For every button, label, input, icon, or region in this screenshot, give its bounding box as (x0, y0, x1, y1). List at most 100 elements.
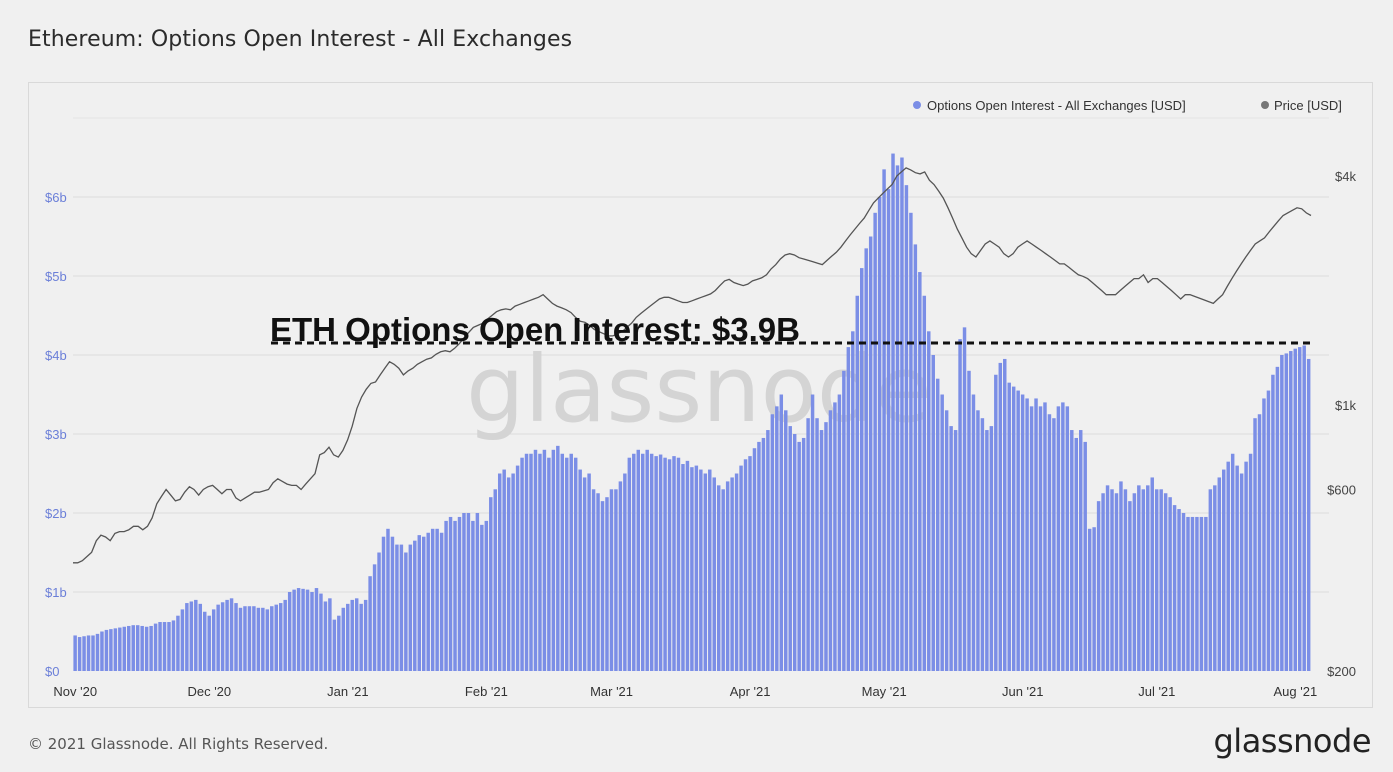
bar (185, 603, 189, 671)
bar (453, 520, 457, 671)
bar (1244, 461, 1248, 671)
bar (430, 528, 435, 671)
bar (600, 501, 605, 671)
bar (471, 520, 475, 671)
bar (730, 477, 734, 671)
bar (663, 457, 667, 671)
bar (153, 623, 158, 671)
price-line (73, 167, 1312, 564)
bar (1163, 493, 1168, 671)
bar (895, 165, 900, 671)
bar (1199, 516, 1204, 671)
bar (694, 465, 699, 671)
x-axis-tick: May '21 (862, 684, 907, 699)
bar (77, 637, 82, 671)
bar (220, 602, 225, 671)
bar (265, 609, 270, 671)
legend-dot-price (1261, 101, 1269, 109)
bar (484, 520, 489, 671)
bar (176, 615, 180, 671)
bar (390, 536, 395, 671)
bar (189, 601, 194, 671)
bar (913, 244, 918, 671)
bar (1208, 489, 1213, 671)
bar (439, 532, 444, 671)
chart-panel: glassnode ETH Options Open Interest: $3.9… (28, 82, 1373, 708)
bar (775, 406, 779, 671)
bar (627, 457, 632, 671)
bar (127, 625, 131, 671)
bar (95, 633, 100, 671)
bar (770, 414, 775, 671)
bar (1065, 406, 1070, 671)
x-axis-tick: Dec '20 (187, 684, 231, 699)
bar (337, 615, 341, 671)
bar (359, 603, 363, 671)
bar (314, 588, 319, 671)
bar (350, 599, 354, 671)
bar (1074, 437, 1078, 671)
bar (1230, 453, 1235, 671)
bar (900, 157, 904, 671)
y-axis-left-tick: $0 (45, 664, 59, 679)
bar (748, 456, 752, 671)
bar (466, 513, 471, 671)
bar (788, 426, 792, 671)
bar (658, 454, 663, 671)
bar (444, 520, 448, 671)
bar (211, 609, 216, 671)
bar (1217, 477, 1222, 671)
bar (1293, 348, 1297, 671)
bar (1047, 414, 1052, 671)
bar (927, 331, 931, 671)
bar (278, 603, 283, 671)
bar (721, 489, 725, 671)
bar (475, 513, 480, 671)
bar (1271, 374, 1275, 671)
bar (931, 355, 935, 671)
bar (73, 635, 77, 671)
page-title: Ethereum: Options Open Interest - All Ex… (28, 27, 573, 52)
bar (1222, 469, 1226, 671)
bar (435, 528, 439, 671)
bar (645, 449, 649, 671)
bar (497, 473, 502, 671)
bar (1132, 493, 1137, 671)
y-axis-right-tick: $1k (1335, 398, 1356, 413)
bar (489, 497, 493, 671)
bar (270, 606, 274, 671)
bar (381, 536, 386, 671)
bar (623, 473, 627, 671)
bar (194, 599, 198, 671)
bar (109, 629, 113, 671)
x-axis-tick: Jan '21 (327, 684, 369, 699)
bar (207, 615, 211, 671)
bar (113, 628, 118, 671)
bar (944, 410, 949, 671)
bar (739, 465, 743, 671)
bar (565, 457, 569, 671)
bar (149, 625, 153, 671)
bar (198, 603, 203, 671)
y-axis-left-tick: $3b (45, 427, 67, 442)
bar (533, 449, 538, 671)
bar (1114, 493, 1119, 671)
bar (100, 631, 104, 671)
bar (596, 493, 600, 671)
x-axis-tick: Nov '20 (53, 684, 97, 699)
bar (1034, 398, 1038, 671)
bar (135, 625, 140, 671)
annotation-label: ETH Options Open Interest: $3.9B (270, 311, 800, 348)
bar (636, 449, 641, 671)
bar (792, 434, 797, 671)
bar (681, 464, 685, 671)
bar (1253, 418, 1257, 671)
bar (386, 528, 390, 671)
bar (1213, 485, 1217, 671)
glassnode-logo[interactable]: glassnode (1213, 722, 1371, 760)
bar (641, 453, 645, 671)
bar (1128, 501, 1132, 671)
bar (1302, 345, 1306, 671)
bar (716, 485, 721, 671)
bar (426, 532, 430, 671)
